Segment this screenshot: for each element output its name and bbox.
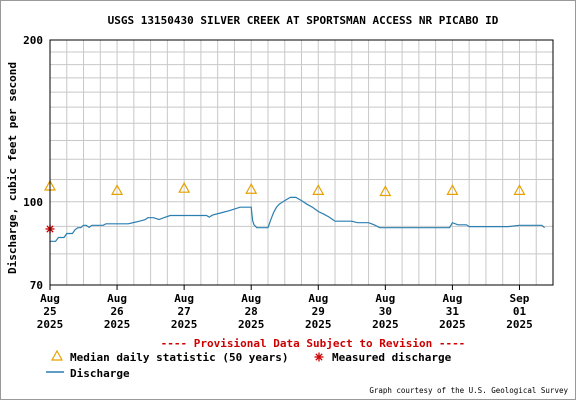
discharge-line [50, 196, 545, 242]
x-tick-label: 25 [43, 305, 56, 318]
x-tick-label: Aug [40, 292, 60, 305]
x-tick-label: 2025 [506, 318, 533, 331]
median-point [513, 184, 526, 195]
legend-measured-symbol [314, 352, 324, 362]
x-tick-label: Aug [241, 292, 261, 305]
legend-measured-label: Measured discharge [332, 351, 452, 364]
legend-discharge-label: Discharge [70, 367, 130, 380]
x-tick-label: 2025 [238, 318, 265, 331]
y-axis-label: Discharge, cubic feet per second [6, 62, 19, 274]
x-tick-label: 2025 [171, 318, 198, 331]
median-point [178, 181, 191, 193]
x-tick-label: 01 [513, 305, 527, 318]
x-tick-label: 31 [446, 305, 460, 318]
x-tick-label: Sep [510, 292, 530, 305]
x-tick-label: 27 [178, 305, 191, 318]
y-tick-label: 100 [23, 196, 43, 209]
x-tick-label: Aug [107, 292, 127, 305]
legend-median-symbol [50, 349, 64, 361]
x-tick-label: 2025 [439, 318, 466, 331]
legend-median-label: Median daily statistic (50 years) [70, 351, 289, 364]
y-tick-label: 70 [30, 279, 43, 292]
median-point [111, 184, 124, 195]
x-tick-label: Aug [308, 292, 328, 305]
median-point [312, 184, 325, 195]
median-point [245, 183, 258, 194]
median-point [379, 185, 392, 197]
x-tick-label: Aug [174, 292, 194, 305]
median-point [446, 184, 459, 195]
x-tick-label: Aug [375, 292, 395, 305]
x-tick-label: 26 [110, 305, 124, 318]
legend: Median daily statistic (50 years) Measure… [46, 349, 452, 380]
chart-title: USGS 13150430 SILVER CREEK AT SPORTSMAN … [108, 14, 499, 27]
x-tick-label: 28 [245, 305, 258, 318]
x-tick-labels: Aug252025Aug262025Aug272025Aug282025Aug2… [37, 285, 533, 331]
x-tick-label: 2025 [372, 318, 399, 331]
provisional-notice: ---- Provisional Data Subject to Revisio… [161, 337, 466, 350]
grid-lines [50, 39, 553, 285]
x-tick-label: 29 [312, 305, 325, 318]
y-tick-labels: 70 100 200 [23, 34, 43, 292]
x-tick-label: 2025 [37, 318, 64, 331]
x-tick-label: 2025 [104, 318, 131, 331]
plot-area-border [49, 39, 554, 286]
x-tick-label: 2025 [305, 318, 332, 331]
x-tick-label: 30 [379, 305, 392, 318]
x-tick-label: Aug [442, 292, 462, 305]
y-tick-label: 200 [23, 34, 43, 47]
credit-text: Graph courtesy of the U.S. Geological Su… [369, 386, 568, 395]
